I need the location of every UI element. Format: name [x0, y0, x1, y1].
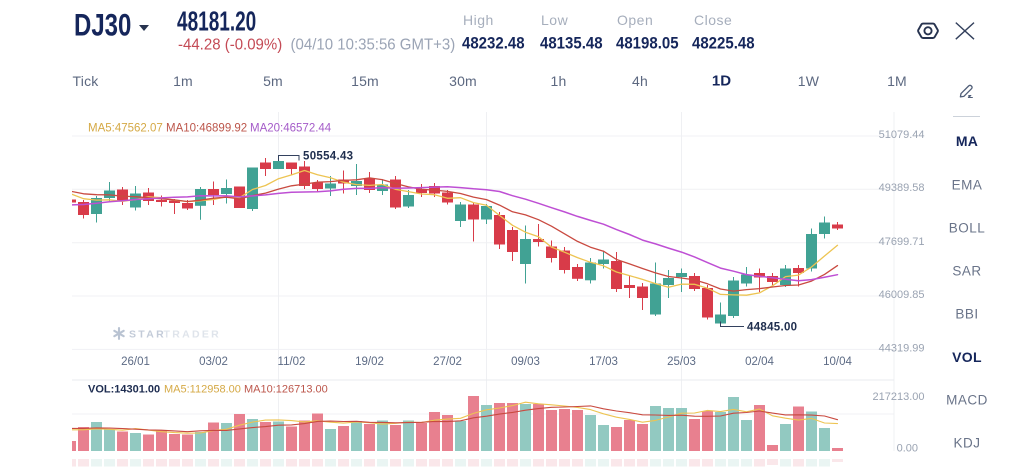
svg-text:44319.99: 44319.99: [879, 342, 925, 354]
svg-text:19/02: 19/02: [355, 356, 384, 368]
svg-text:10/04: 10/04: [823, 356, 852, 368]
svg-text:44845.00: 44845.00: [747, 322, 797, 334]
svg-text:MA5:112958.00: MA5:112958.00: [164, 384, 241, 396]
svg-text:51079.44: 51079.44: [879, 129, 925, 141]
svg-text:27/02: 27/02: [433, 356, 462, 368]
svg-text:MA10:126713.00: MA10:126713.00: [244, 384, 328, 396]
svg-text:STAR: STAR: [129, 329, 166, 341]
svg-text:09/03: 09/03: [511, 356, 540, 368]
svg-text:11/02: 11/02: [278, 356, 306, 368]
svg-text:VOL:14301.00: VOL:14301.00: [88, 384, 160, 396]
svg-text:TRADER: TRADER: [164, 329, 222, 341]
svg-text:0.00: 0.00: [897, 443, 918, 455]
svg-text:217213.00: 217213.00: [873, 391, 925, 403]
svg-text:50554.43: 50554.43: [303, 151, 353, 163]
svg-text:26/01: 26/01: [121, 356, 150, 368]
svg-text:03/02: 03/02: [199, 356, 228, 368]
svg-text:49389.58: 49389.58: [879, 182, 925, 194]
svg-text:MA20:46572.44: MA20:46572.44: [250, 123, 332, 135]
svg-text:46009.85: 46009.85: [879, 289, 925, 301]
svg-text:17/03: 17/03: [589, 356, 618, 368]
svg-text:02/04: 02/04: [745, 356, 774, 368]
svg-text:MA10:46899.92: MA10:46899.92: [166, 123, 247, 135]
svg-text:47699.71: 47699.71: [879, 236, 925, 248]
svg-text:MA5:47562.07: MA5:47562.07: [88, 123, 163, 135]
svg-text:25/03: 25/03: [667, 356, 696, 368]
